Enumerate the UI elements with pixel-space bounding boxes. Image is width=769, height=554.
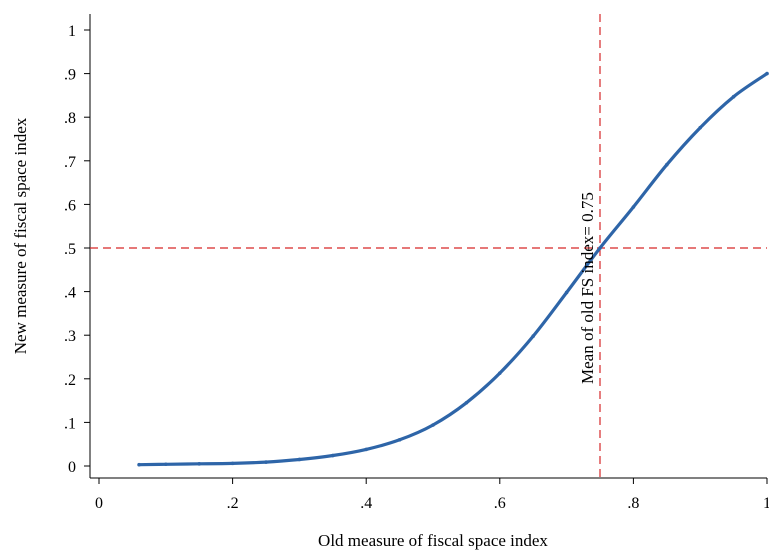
- y-tick-label: .9: [64, 67, 76, 84]
- data-point: [564, 290, 569, 295]
- data-point: [598, 246, 602, 250]
- data-point: [498, 371, 502, 375]
- data-point: [264, 460, 268, 464]
- data-point: [631, 205, 636, 209]
- y-tick-label: .2: [64, 372, 76, 389]
- y-tick-label: 0: [68, 459, 76, 476]
- data-point: [464, 400, 469, 405]
- data-point: [331, 453, 335, 458]
- x-tick-label: 1: [763, 495, 769, 512]
- data-point: [297, 457, 302, 462]
- axes: 0 .1 .2 .3 .4 .5 .6 .7 .8 .9 1 0 .2 .4 .6 .8 1: [64, 14, 769, 512]
- data-point: [665, 162, 669, 167]
- x-tick-label: 0: [95, 495, 103, 512]
- data-point: [531, 334, 535, 338]
- series-layer: [137, 71, 769, 467]
- data-point: [731, 94, 736, 99]
- data-point: [164, 462, 168, 467]
- data-point: [698, 125, 702, 130]
- series-line: [137, 72, 769, 467]
- y-tick-label: .1: [64, 415, 76, 432]
- y-tick-label: .8: [64, 110, 76, 127]
- mean-annotation: Mean of old FS index= 0.75: [578, 192, 597, 384]
- x-tick-label: .2: [227, 495, 239, 512]
- x-tick-label: .4: [360, 495, 372, 512]
- y-tick-label: .6: [64, 197, 76, 214]
- data-point: [230, 461, 235, 466]
- data-point: [137, 462, 141, 467]
- data-point: [364, 447, 369, 452]
- reference-lines: [90, 14, 767, 478]
- data-point: [197, 462, 201, 466]
- y-tick-label: .3: [64, 328, 76, 345]
- x-tick-label: .6: [494, 495, 506, 512]
- data-point: [765, 71, 769, 76]
- y-axis-title: New measure of fiscal space index: [11, 117, 30, 354]
- y-tick-label: .7: [64, 154, 76, 171]
- y-tick-label: .4: [64, 285, 76, 302]
- data-point: [431, 423, 435, 427]
- x-axis-title: Old measure of fiscal space index: [318, 531, 548, 550]
- annotations: Mean of old FS index= 0.75: [578, 192, 597, 384]
- x-tick-label: .8: [627, 495, 639, 512]
- data-point: [397, 438, 402, 442]
- y-tick-label: .5: [64, 241, 76, 258]
- y-tick-label: 1: [68, 23, 76, 40]
